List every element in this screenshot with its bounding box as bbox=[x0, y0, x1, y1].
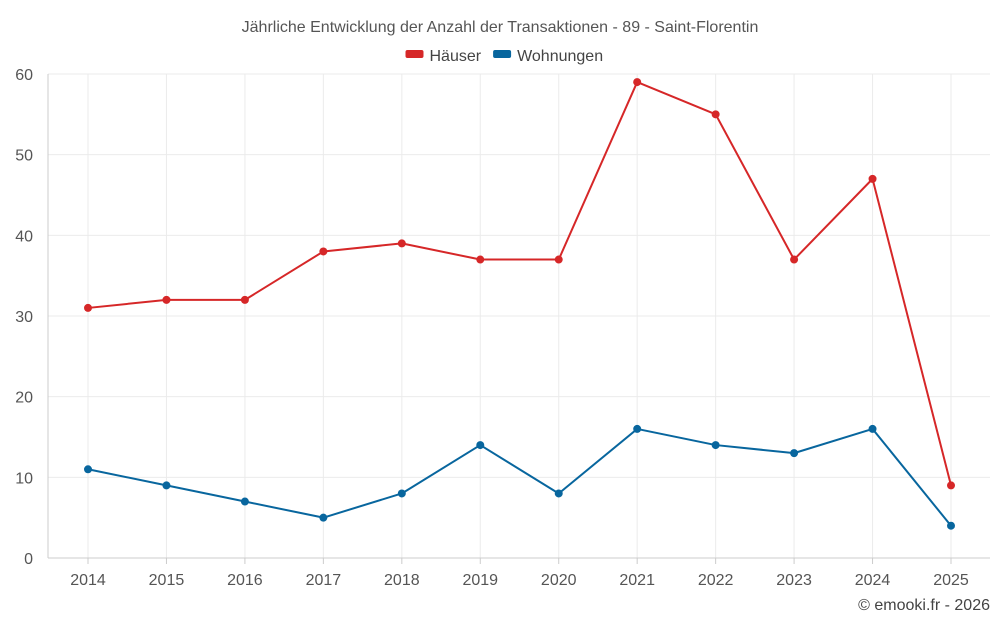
data-point bbox=[240, 295, 249, 304]
data-point bbox=[84, 465, 92, 474]
legend-swatch-2 bbox=[493, 50, 512, 58]
grid-lines bbox=[47, 73, 990, 559]
credit-text: © emooki.fr - 2026 bbox=[858, 597, 990, 614]
y-tick-label: 0 bbox=[24, 551, 33, 568]
data-point bbox=[868, 424, 877, 433]
x-tick-label: 2024 bbox=[855, 572, 891, 589]
data-point bbox=[397, 239, 406, 248]
legend-swatch-1 bbox=[405, 50, 424, 58]
data-point bbox=[554, 255, 563, 264]
y-tick-label: 50 bbox=[15, 148, 33, 165]
y-tick-label: 10 bbox=[15, 470, 33, 487]
x-axis: 2014 2015 2016 2017 2018 2019 2020 2021 2022 2023… bbox=[70, 558, 969, 589]
data-point bbox=[868, 174, 877, 183]
data-point bbox=[397, 489, 406, 498]
x-tick-label: 2017 bbox=[306, 572, 342, 589]
y-tick-label: 20 bbox=[15, 390, 33, 407]
data-point bbox=[240, 497, 249, 506]
data-point bbox=[633, 78, 642, 87]
x-tick-label: 2025 bbox=[933, 572, 969, 589]
y-tick-label: 40 bbox=[15, 228, 33, 245]
data-point bbox=[947, 521, 955, 530]
data-point bbox=[633, 424, 642, 433]
data-point bbox=[790, 255, 799, 264]
series-line-1 bbox=[87, 81, 952, 486]
x-tick-label: 2022 bbox=[698, 572, 734, 589]
x-tick-label: 2016 bbox=[227, 572, 263, 589]
data-point bbox=[711, 441, 720, 450]
y-tick-label: 30 bbox=[15, 309, 33, 326]
x-tick-label: 2019 bbox=[462, 572, 498, 589]
data-point bbox=[947, 481, 955, 490]
x-tick-label: 2015 bbox=[149, 572, 185, 589]
data-point bbox=[319, 247, 328, 256]
x-tick-label: 2021 bbox=[619, 572, 655, 589]
data-point bbox=[476, 255, 485, 264]
data-point bbox=[554, 489, 563, 498]
x-tick-label: 2014 bbox=[70, 572, 106, 589]
chart-title: Jährliche Entwicklung der Anzahl der Tra… bbox=[242, 19, 759, 36]
legend-label-2: Wohnungen bbox=[517, 48, 603, 65]
legend-label-1: Häuser bbox=[430, 48, 482, 65]
data-point bbox=[162, 481, 171, 490]
data-point bbox=[790, 449, 799, 458]
series-group bbox=[84, 78, 955, 530]
data-point bbox=[84, 303, 92, 312]
x-tick-label: 2020 bbox=[541, 572, 577, 589]
data-point bbox=[476, 441, 485, 450]
y-axis: 0 10 20 30 40 50 60 bbox=[15, 67, 33, 568]
x-tick-label: 2018 bbox=[384, 572, 420, 589]
data-point bbox=[711, 110, 720, 119]
y-tick-label: 60 bbox=[15, 67, 33, 84]
data-point bbox=[319, 513, 328, 522]
series-line-2 bbox=[87, 427, 952, 527]
data-point bbox=[162, 295, 171, 304]
x-tick-label: 2023 bbox=[776, 572, 812, 589]
legend: Häuser Wohnungen bbox=[405, 48, 603, 65]
